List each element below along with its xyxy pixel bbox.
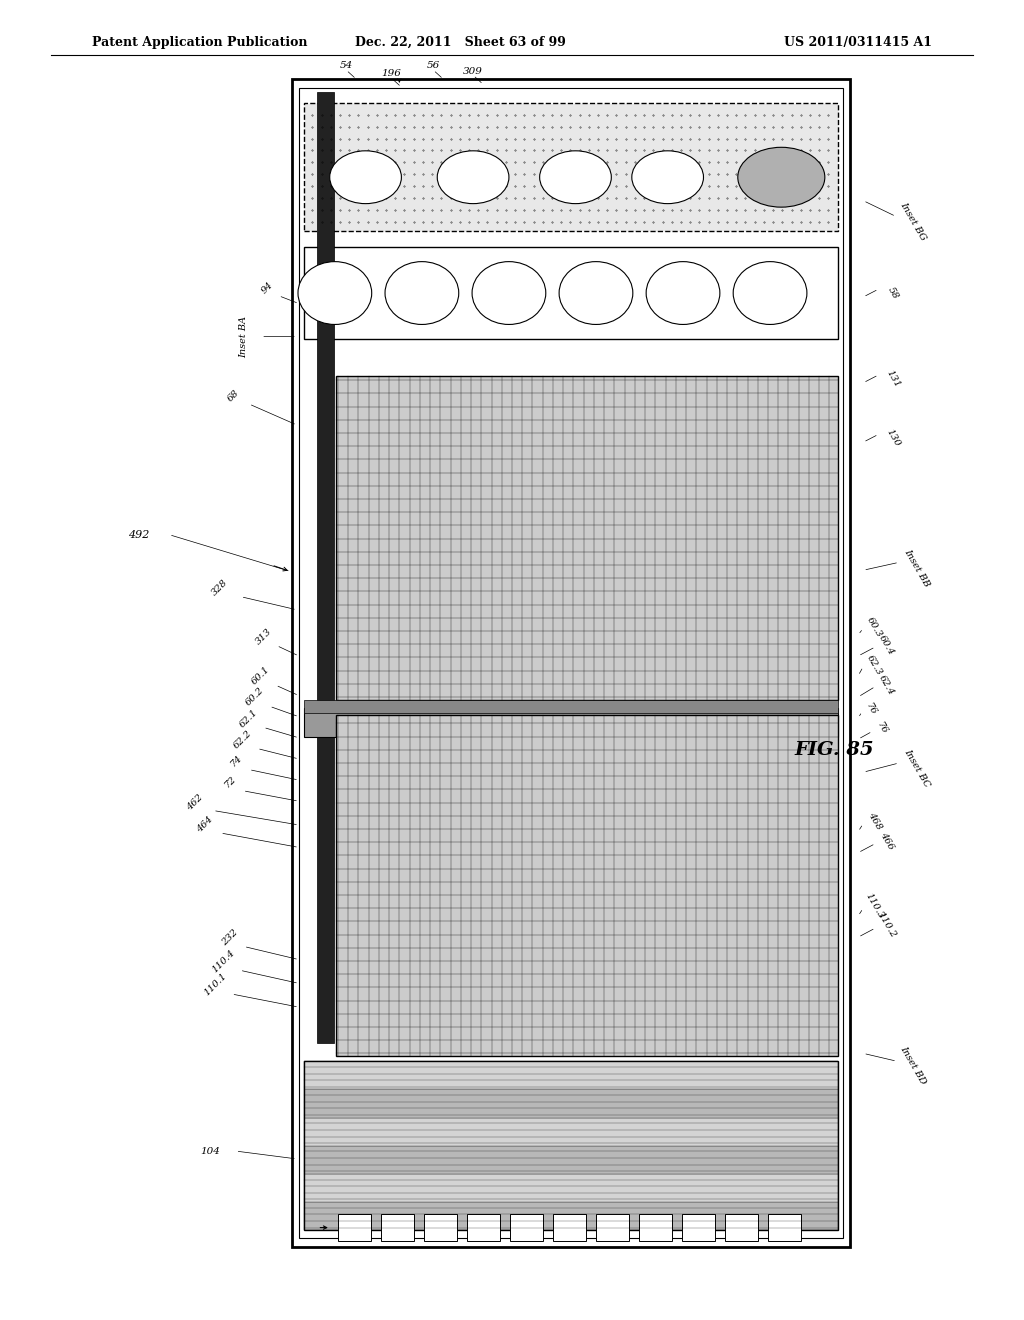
Text: 328: 328	[210, 578, 230, 597]
Bar	[317, 92, 334, 1043]
Text: 232: 232	[220, 928, 241, 946]
Bar	[422, 715, 461, 731]
Text: 468: 468	[866, 810, 883, 832]
Ellipse shape	[559, 261, 633, 325]
Text: 56: 56	[427, 62, 439, 70]
Text: 60.3: 60.3	[865, 615, 884, 639]
Text: 62.3: 62.3	[865, 653, 884, 677]
Ellipse shape	[437, 150, 509, 203]
Bar	[682, 1214, 715, 1241]
Text: Patent Application Publication: Patent Application Publication	[92, 36, 307, 49]
Text: 60.4: 60.4	[878, 634, 896, 657]
Bar	[510, 1214, 543, 1241]
Text: Inset BA: Inset BA	[240, 315, 248, 358]
Ellipse shape	[385, 261, 459, 325]
Text: 110.2: 110.2	[876, 911, 898, 940]
Bar	[381, 1214, 414, 1241]
Text: 104: 104	[200, 1147, 220, 1155]
Text: 110.1: 110.1	[202, 972, 228, 998]
Bar	[304, 1061, 838, 1230]
Ellipse shape	[632, 150, 703, 203]
Bar	[553, 1214, 586, 1241]
Text: 196: 196	[381, 70, 401, 78]
Text: 62.4: 62.4	[878, 673, 896, 697]
Bar	[299, 88, 843, 1238]
Text: Inset BD: Inset BD	[899, 1044, 928, 1086]
Text: 130: 130	[885, 428, 901, 449]
Bar	[355, 715, 394, 731]
Bar	[304, 1173, 838, 1203]
Text: 76: 76	[874, 721, 889, 737]
Bar	[304, 1061, 838, 1089]
Text: 309: 309	[463, 67, 483, 75]
Bar	[488, 715, 527, 731]
Bar	[688, 715, 727, 731]
Bar	[304, 103, 838, 231]
Bar	[292, 79, 850, 1247]
Ellipse shape	[298, 261, 372, 325]
Bar	[755, 715, 794, 731]
Bar	[304, 700, 838, 713]
Text: 60.2: 60.2	[244, 686, 266, 708]
Text: 462: 462	[184, 793, 205, 812]
Text: 62.1: 62.1	[238, 708, 260, 729]
Bar	[336, 715, 838, 1056]
Text: Dec. 22, 2011   Sheet 63 of 99: Dec. 22, 2011 Sheet 63 of 99	[355, 36, 566, 49]
Text: 94: 94	[260, 280, 274, 296]
Bar	[622, 715, 660, 731]
Text: 62.2: 62.2	[231, 729, 254, 750]
Text: 313: 313	[254, 627, 274, 645]
Bar	[555, 715, 594, 731]
Text: 72: 72	[223, 774, 238, 789]
Bar	[304, 1089, 838, 1118]
Ellipse shape	[472, 261, 546, 325]
Text: 60.1: 60.1	[250, 665, 272, 686]
Bar	[596, 1214, 629, 1241]
Text: US 2011/0311415 A1: US 2011/0311415 A1	[783, 36, 932, 49]
Text: Inset BC: Inset BC	[902, 747, 931, 789]
Text: 492: 492	[128, 529, 148, 540]
Text: Inset BG: Inset BG	[899, 201, 928, 243]
Ellipse shape	[330, 150, 401, 203]
Text: Inset BB: Inset BB	[902, 546, 931, 589]
Text: FIG. 85: FIG. 85	[795, 741, 874, 759]
Bar	[304, 247, 838, 339]
Bar	[424, 1214, 457, 1241]
Text: 58: 58	[886, 285, 900, 301]
Text: 68: 68	[226, 388, 241, 404]
Text: 74: 74	[229, 752, 244, 768]
Ellipse shape	[646, 261, 720, 325]
Bar	[338, 1214, 371, 1241]
Bar	[336, 376, 838, 700]
Bar	[639, 1214, 672, 1241]
Bar	[304, 1203, 838, 1230]
Bar	[304, 708, 838, 737]
Bar	[304, 1146, 838, 1173]
Ellipse shape	[540, 150, 611, 203]
Text: 110.4: 110.4	[210, 948, 237, 974]
Text: 464: 464	[195, 816, 215, 834]
Text: 110.3: 110.3	[863, 891, 886, 920]
Text: 466: 466	[879, 830, 895, 851]
Ellipse shape	[737, 148, 825, 207]
Bar	[725, 1214, 758, 1241]
Bar	[467, 1214, 500, 1241]
Text: 76: 76	[864, 701, 879, 717]
Text: 131: 131	[885, 368, 901, 389]
Text: 54: 54	[340, 62, 352, 70]
Ellipse shape	[733, 261, 807, 325]
Bar	[304, 1118, 838, 1146]
Bar	[768, 1214, 801, 1241]
